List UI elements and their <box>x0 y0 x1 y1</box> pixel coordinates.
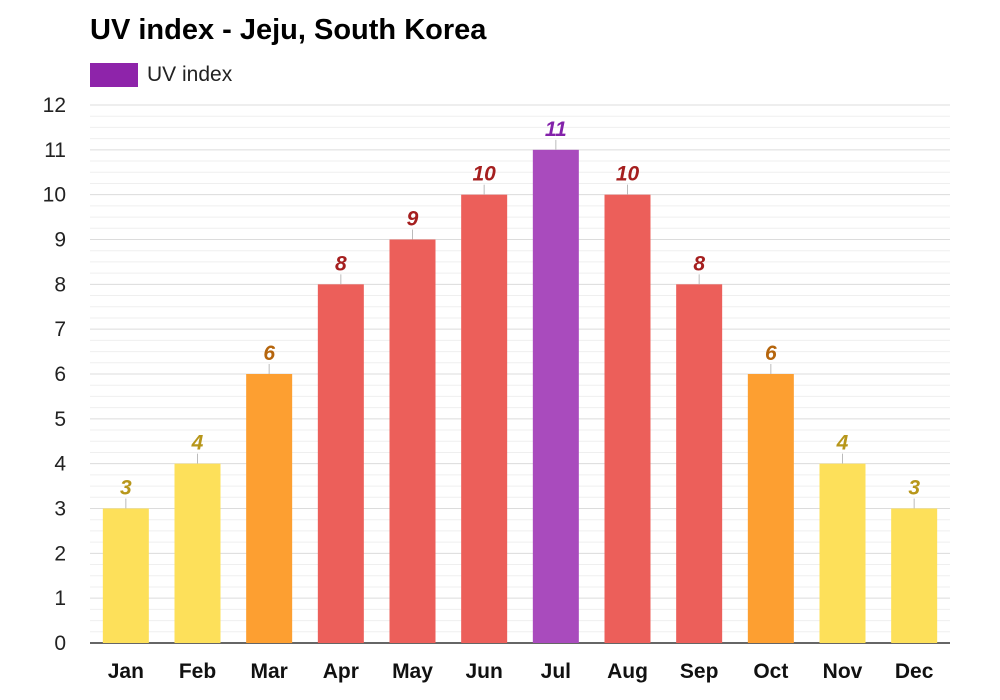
bar <box>102 508 149 643</box>
y-tick-label: 8 <box>54 273 66 296</box>
x-tick-label: Nov <box>823 660 863 683</box>
value-label: 11 <box>545 118 567 141</box>
value-label: 10 <box>472 163 496 186</box>
value-label: 4 <box>836 432 849 455</box>
value-label: 8 <box>693 252 705 275</box>
bar <box>389 239 436 643</box>
bar <box>461 194 508 643</box>
y-tick-label: 0 <box>54 632 66 655</box>
x-tick-label: Jul <box>541 660 571 683</box>
y-tick-label: 9 <box>54 229 66 252</box>
y-tick-label: 6 <box>54 363 66 386</box>
chart-title: UV index - Jeju, South Korea <box>90 14 487 46</box>
y-tick-label: 11 <box>44 139 66 162</box>
legend: UV index <box>90 62 232 88</box>
y-tick-label: 2 <box>54 542 66 565</box>
bar <box>604 194 651 643</box>
legend-swatch <box>90 63 138 87</box>
value-label: 4 <box>191 432 204 455</box>
value-label: 3 <box>908 477 920 500</box>
x-tick-label: May <box>392 660 433 683</box>
x-tick-label: Dec <box>895 660 934 683</box>
bar <box>676 284 723 643</box>
x-tick-label: Oct <box>753 660 788 683</box>
bar <box>174 463 221 643</box>
value-label: 8 <box>335 252 347 275</box>
value-label: 10 <box>616 163 640 186</box>
y-tick-label: 5 <box>54 408 66 431</box>
y-tick-label: 1 <box>54 587 66 610</box>
y-tick-label: 3 <box>54 498 66 521</box>
x-tick-label: Aug <box>607 660 648 683</box>
x-tick-label: Sep <box>680 660 719 683</box>
x-tick-label: Mar <box>250 660 287 683</box>
y-tick-label: 10 <box>43 184 66 207</box>
x-tick-label: Jun <box>465 660 502 683</box>
y-tick-label: 4 <box>54 453 66 476</box>
bar <box>747 374 794 643</box>
bar <box>891 508 938 643</box>
bar <box>246 374 293 643</box>
value-label: 9 <box>407 208 419 231</box>
y-tick-label: 12 <box>43 94 66 117</box>
y-tick-label: 7 <box>54 318 66 341</box>
value-label: 6 <box>263 342 275 365</box>
x-tick-label: Feb <box>179 660 216 683</box>
x-tick-label: Jan <box>108 660 144 683</box>
bar <box>532 149 579 644</box>
value-label: 3 <box>120 477 132 500</box>
legend-label: UV index <box>147 63 233 86</box>
value-label: 6 <box>765 342 777 365</box>
bar <box>317 284 364 643</box>
x-tick-label: Apr <box>323 660 359 683</box>
bar <box>819 463 866 643</box>
